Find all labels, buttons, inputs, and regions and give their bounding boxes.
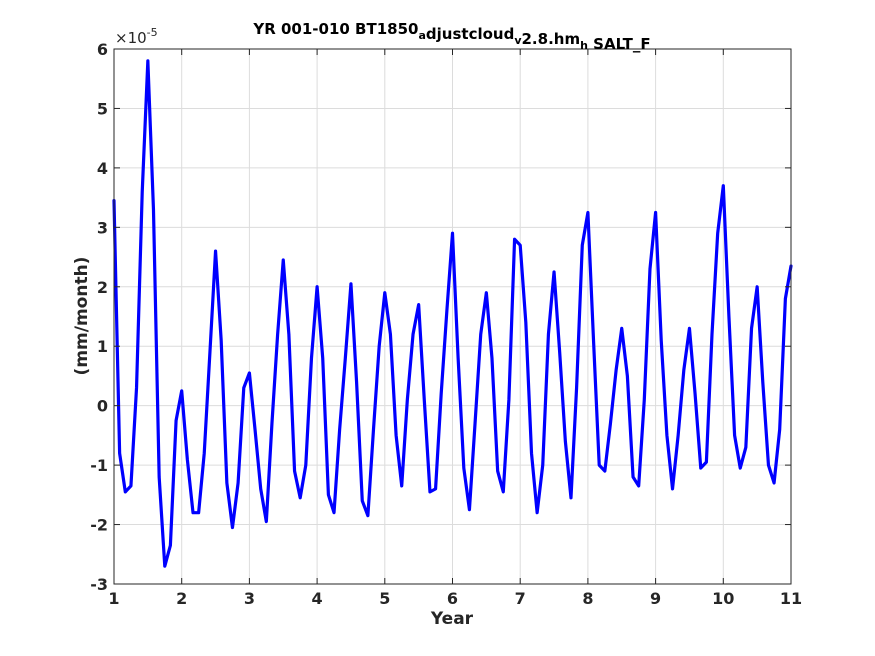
- x-tick-label: 2: [176, 589, 187, 608]
- x-tick-label: 11: [780, 589, 802, 608]
- x-tick-label: 10: [712, 589, 734, 608]
- x-tick-label: 4: [312, 589, 323, 608]
- x-tick-label: 3: [244, 589, 255, 608]
- y-axis-title: (mm/month): [72, 257, 92, 376]
- x-tick-label: 1: [108, 589, 119, 608]
- y-tick-label: 0: [97, 397, 108, 416]
- y-exponent-power: -5: [147, 26, 158, 39]
- x-tick-label: 8: [582, 589, 593, 608]
- y-tick-label: 1: [97, 337, 108, 356]
- x-tick-label: 7: [515, 589, 526, 608]
- title-subscript: a: [418, 29, 425, 42]
- grid: [114, 49, 791, 584]
- x-axis-title: Year: [430, 609, 474, 629]
- title-subscript: h: [580, 39, 588, 52]
- series-layer: [112, 59, 793, 568]
- title-subscript: v: [514, 34, 522, 47]
- chart-title: YR 001-010 BT1850adjustcloudv2.8.hmh SAL…: [252, 20, 650, 53]
- y-tick-label: 5: [97, 99, 108, 118]
- x-tick-label: 9: [650, 589, 661, 608]
- y-tick-label: -1: [90, 456, 108, 475]
- title-segment: 2.8.hm: [522, 30, 581, 48]
- y-exponent-base: ×10: [115, 29, 147, 47]
- x-tick-label: 5: [379, 589, 390, 608]
- y-tick-label: -3: [90, 575, 108, 594]
- y-exponent-label: ×10-5: [115, 26, 158, 47]
- title-segment: djustcloud: [426, 25, 514, 43]
- y-tick-label: 4: [97, 159, 108, 178]
- x-tick-label: 6: [447, 589, 458, 608]
- axis-ticks: [113, 48, 792, 585]
- y-tick-label: -2: [90, 516, 108, 535]
- title-segment: SALT_F: [588, 35, 651, 53]
- series-line: [112, 59, 793, 568]
- y-tick-label: 6: [97, 40, 108, 59]
- title-segment: YR 001-010 BT1850: [252, 20, 418, 38]
- y-tick-label: 3: [97, 218, 108, 237]
- y-tick-label: 2: [97, 278, 108, 297]
- tick-labels: 1 2 3 4 5 6 7 8 9 10 11 -3 -2 -1 0 1 2 3 4 5 6: [90, 40, 802, 608]
